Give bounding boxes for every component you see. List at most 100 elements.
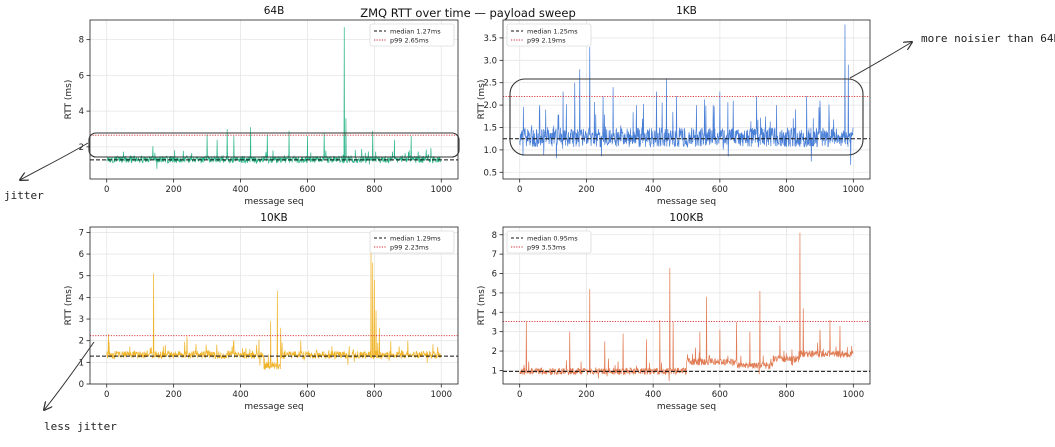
series-line bbox=[106, 27, 442, 169]
x-tick-label: 800 bbox=[366, 390, 382, 400]
legend-median-label: median 0.95ms bbox=[527, 235, 578, 243]
panel-title: 100KB bbox=[669, 212, 703, 224]
x-tick-label: 400 bbox=[232, 390, 248, 400]
jitter-highlight-box bbox=[88, 132, 460, 158]
y-tick-label: 7 bbox=[492, 250, 497, 260]
plot-frame bbox=[502, 226, 871, 385]
legend-median-label: median 1.29ms bbox=[390, 235, 441, 243]
x-tick-label: 200 bbox=[166, 185, 182, 195]
x-tick-label: 800 bbox=[778, 185, 794, 195]
y-tick-label: 4 bbox=[492, 308, 497, 318]
x-tick-label: 600 bbox=[712, 390, 728, 400]
panel-title: 64B bbox=[264, 5, 285, 17]
x-axis-label: message seq bbox=[244, 402, 303, 412]
annotation-jitter: jitter bbox=[4, 189, 44, 202]
series-line bbox=[106, 249, 442, 371]
panel-1: 0 200 400 600 800 1000 0.5 1.0 1.5 2.0 2.5 3.0 3.5 me… bbox=[477, 5, 871, 207]
panel-title: 1KB bbox=[676, 5, 697, 17]
y-tick-label: 0.5 bbox=[483, 168, 497, 178]
y-axis-label: RTT (ms) bbox=[64, 80, 74, 120]
y-tick-label: 3 bbox=[79, 315, 84, 325]
panel-2: 0 200 400 600 800 1000 0 1 2 3 4 5 6 7 median 1.29msp9… bbox=[64, 212, 459, 412]
x-tick-label: 600 bbox=[299, 185, 315, 195]
y-tick-label: 6 bbox=[79, 71, 84, 81]
figure-title: ZMQ RTT over time — payload sweep bbox=[360, 6, 576, 20]
legend-median-label: median 1.25ms bbox=[527, 28, 578, 36]
annotation-noisier: more noisier than 64B bbox=[921, 32, 1055, 45]
y-tick-label: 2.0 bbox=[483, 101, 497, 111]
y-tick-label: 3.0 bbox=[483, 56, 497, 66]
y-tick-label: 3.5 bbox=[483, 34, 497, 44]
x-tick-label: 600 bbox=[712, 185, 728, 195]
legend-box bbox=[369, 23, 455, 47]
x-tick-label: 1000 bbox=[842, 185, 864, 195]
x-tick-label: 400 bbox=[645, 185, 661, 195]
x-tick-label: 0 bbox=[104, 390, 109, 400]
x-tick-label: 1000 bbox=[430, 185, 452, 195]
legend-p99-label: p99 2.65ms bbox=[390, 37, 429, 45]
plot-frame bbox=[89, 226, 459, 385]
less-jitter-arrow bbox=[44, 341, 95, 410]
annotation-layer: more noisier than 64B jitter less jitter bbox=[4, 32, 1055, 433]
annotation-less-jitter: less jitter bbox=[44, 420, 117, 433]
x-axis-label: message seq bbox=[657, 402, 716, 412]
y-tick-label: 3 bbox=[492, 328, 497, 338]
y-tick-label: 2 bbox=[492, 347, 497, 357]
x-tick-label: 400 bbox=[645, 390, 661, 400]
x-tick-label: 1000 bbox=[842, 390, 864, 400]
legend-p99-label: p99 2.19ms bbox=[527, 37, 566, 45]
legend-box bbox=[369, 230, 455, 254]
plot-area bbox=[90, 20, 458, 179]
plot-frame bbox=[89, 19, 459, 180]
x-axis-label: message seq bbox=[657, 197, 716, 207]
y-axis-label: RTT (ms) bbox=[64, 286, 74, 326]
y-tick-label: 5 bbox=[79, 272, 84, 282]
y-tick-label: 2 bbox=[79, 143, 84, 153]
y-tick-label: 8 bbox=[79, 36, 84, 46]
x-tick-label: 800 bbox=[778, 390, 794, 400]
series-line bbox=[519, 24, 854, 165]
y-tick-label: 8 bbox=[492, 231, 497, 241]
x-tick-label: 200 bbox=[578, 185, 594, 195]
noise-highlight-box bbox=[509, 78, 864, 156]
y-tick-label: 1 bbox=[79, 358, 84, 368]
y-tick-label: 2.5 bbox=[483, 79, 497, 89]
y-tick-label: 0 bbox=[79, 380, 84, 390]
x-tick-label: 0 bbox=[517, 185, 522, 195]
y-tick-label: 4 bbox=[79, 107, 84, 117]
panel-3: 0 200 400 600 800 1000 1 2 3 4 5 6 7 8 median 0.95msp9… bbox=[477, 212, 871, 412]
y-tick-label: 7 bbox=[79, 228, 84, 238]
noisier-arrow bbox=[849, 42, 912, 79]
legend-p99-label: p99 3.53ms bbox=[527, 244, 566, 252]
x-tick-label: 400 bbox=[232, 185, 248, 195]
jitter-arrow bbox=[20, 142, 89, 180]
panel-title: 10KB bbox=[260, 212, 287, 224]
y-tick-label: 2 bbox=[79, 337, 84, 347]
legend-box bbox=[506, 230, 592, 254]
y-tick-label: 4 bbox=[79, 293, 84, 303]
y-axis-label: RTT (ms) bbox=[477, 286, 487, 326]
y-tick-label: 5 bbox=[492, 289, 497, 299]
legend-median-label: median 1.27ms bbox=[390, 28, 441, 36]
y-tick-label: 1.5 bbox=[483, 123, 497, 133]
x-tick-label: 800 bbox=[366, 185, 382, 195]
x-tick-label: 0 bbox=[104, 185, 109, 195]
x-tick-label: 600 bbox=[299, 390, 315, 400]
x-tick-label: 200 bbox=[166, 390, 182, 400]
y-tick-label: 6 bbox=[79, 250, 84, 260]
y-tick-label: 1.0 bbox=[483, 146, 497, 156]
x-tick-label: 200 bbox=[578, 390, 594, 400]
x-axis-label: message seq bbox=[244, 197, 303, 207]
x-tick-label: 1000 bbox=[430, 390, 452, 400]
legend-box bbox=[506, 23, 592, 47]
plot-frame bbox=[502, 19, 871, 180]
y-tick-label: 1 bbox=[492, 366, 497, 376]
y-tick-label: 6 bbox=[492, 270, 497, 280]
